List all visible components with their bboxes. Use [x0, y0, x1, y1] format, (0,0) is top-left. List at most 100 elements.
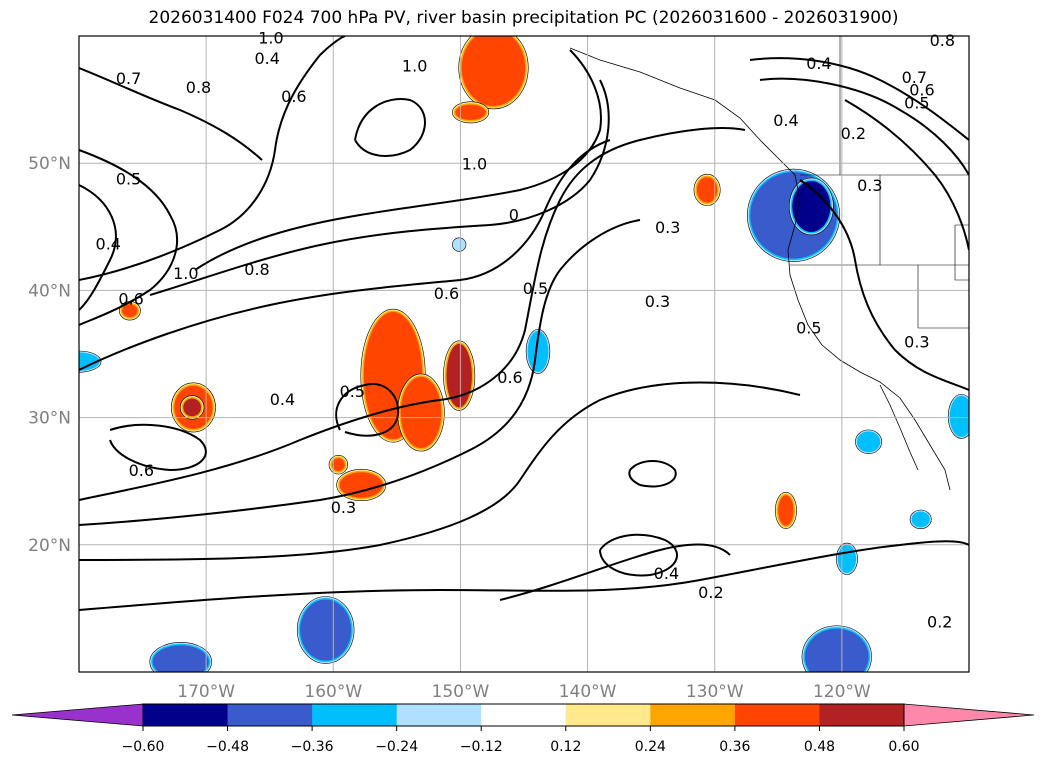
- pv-contour-small-loop: [628, 460, 677, 488]
- pv-contour-0.5-central: [79, 127, 746, 501]
- pv-contour-layer: [79, 36, 969, 611]
- chart-title: 2026031400 F024 700 hPa PV, river basin …: [148, 8, 899, 28]
- precip-anomaly-positive-8: [693, 173, 721, 206]
- lon-tick-label: 150°W: [432, 682, 490, 702]
- precip-anomaly-negative-15: [149, 641, 212, 672]
- contour-label: 0.2: [927, 612, 952, 631]
- colorbar-bin-6: [650, 704, 736, 726]
- precip-anomaly-positive-10: [328, 455, 349, 475]
- precip-anomaly-negative-17: [525, 329, 551, 374]
- contour-label: 0.8: [186, 78, 211, 97]
- precip-anomaly-negative-21: [909, 509, 932, 530]
- precip-anomaly-layer: [79, 36, 969, 672]
- colorbar-tick-label: −0.36: [291, 739, 334, 755]
- map-background: [79, 36, 969, 672]
- pv-contour-0.8-west: [149, 79, 610, 296]
- contour-label: 0.4: [254, 49, 279, 68]
- colorbar-tick-label: 0.12: [550, 739, 581, 755]
- contour-label: 0.7: [902, 68, 927, 87]
- pv-contour-0.4-central: [79, 219, 641, 526]
- pv-contour-0.6-west: [79, 36, 346, 281]
- colorbar-bin-7: [734, 704, 820, 726]
- colorbar-tick-label: 0.36: [719, 739, 750, 755]
- colorbar-bin-2: [312, 704, 398, 726]
- contour-label: 0.5: [904, 93, 929, 112]
- contour-label: 0.7: [116, 69, 141, 88]
- contour-label: 0.6: [118, 289, 143, 308]
- precip-anomaly-negative-23: [452, 237, 467, 252]
- pv-contour-0.6-central: [79, 139, 611, 371]
- contour-label: 0.4: [270, 390, 295, 409]
- contour-label: 1.0: [402, 57, 427, 76]
- precip-anomaly-positive-4: [443, 340, 476, 411]
- map-frame: [78, 35, 970, 673]
- colorbar-bin-8: [819, 704, 905, 726]
- contour-label: 0.6: [434, 284, 459, 303]
- pv-contour-0.5: [79, 149, 179, 326]
- lon-tick-label: 160°W: [304, 682, 362, 702]
- precip-anomaly-negative-13: [788, 177, 834, 236]
- colorbar-bin-5: [565, 704, 651, 726]
- latitude-tick-labels: 50°N 40°N 30°N 20°N: [28, 154, 71, 556]
- north-america-coastline: [569, 47, 951, 491]
- pv-contour-1.0-west: [194, 49, 602, 271]
- contour-label: 0.3: [857, 176, 882, 195]
- lon-tick-label: 170°W: [177, 682, 235, 702]
- contour-label: 0.5: [340, 382, 365, 401]
- precip-anomaly-positive-6: [179, 395, 205, 420]
- colorbar-bin-0: [143, 704, 229, 726]
- gridlines: [79, 36, 969, 672]
- contour-label: 0.6: [281, 87, 306, 106]
- precip-anomaly-negative-14: [296, 596, 355, 664]
- contour-label: 0.4: [96, 235, 121, 254]
- lat-tick-label: 50°N: [28, 154, 71, 174]
- pv-contour-0.6-southwest: [109, 423, 207, 472]
- colorbar-extend-max: [903, 703, 1035, 727]
- contour-label: 0.2: [841, 124, 866, 143]
- contour-label: 1.0: [258, 29, 283, 48]
- pv-contour-0.4: [79, 184, 117, 311]
- contour-label: 0.8: [244, 260, 269, 279]
- pv-contour-0.5-cutoff: [335, 383, 400, 437]
- coastline-layer: [569, 36, 969, 491]
- colorbar-bin-1: [227, 704, 313, 726]
- pv-contour-0.3: [79, 381, 801, 561]
- precip-anomaly-negative-22: [836, 542, 858, 575]
- lat-tick-label: 20°N: [28, 536, 71, 556]
- colorbar: −0.60 −0.48 −0.36 −0.24 −0.12 0.12 0.24 0.36 0.4…: [11, 703, 1035, 755]
- precip-anomaly-positive-11: [118, 301, 141, 321]
- contour-label: 0.3: [645, 292, 670, 311]
- lat-tick-label: 40°N: [28, 281, 71, 301]
- colorbar-extend-min: [11, 703, 144, 727]
- colorbar-tick-label: −0.12: [460, 739, 503, 755]
- colorbar-tick-label: 0.24: [635, 739, 666, 755]
- state-borders: [790, 36, 969, 329]
- lon-tick-label: 130°W: [686, 682, 744, 702]
- contour-label: 0.8: [930, 31, 955, 50]
- pv-contour-0.7: [79, 67, 263, 161]
- colorbar-tick-label: 0.48: [804, 739, 835, 755]
- precip-anomaly-positive-7: [336, 468, 387, 502]
- baja-peninsula-coastline: [879, 384, 919, 471]
- precip-anomaly-positive-1: [452, 101, 490, 124]
- pv-contour-0.4-south: [499, 543, 731, 601]
- precip-anomaly-negative-20: [855, 429, 883, 454]
- precip-anomaly-positive-9: [774, 491, 797, 530]
- precip-anomaly-positive-3: [397, 373, 445, 452]
- contour-label: 0.: [509, 205, 524, 224]
- contour-label: 0.4: [654, 564, 679, 583]
- contour-label: 0.2: [698, 583, 723, 602]
- contour-label: 0.6: [909, 81, 934, 100]
- contour-label: 1.0: [173, 264, 198, 283]
- colorbar-tick-label: 0.60: [888, 739, 919, 755]
- contour-label: 0.4: [773, 111, 798, 130]
- pv-contour-0.4-east: [749, 57, 969, 141]
- longitude-tick-labels: 170°W 160°W 150°W 140°W 130°W 120°W: [177, 682, 871, 702]
- contour-label: 0.6: [497, 368, 522, 387]
- precip-anomaly-negative-16: [801, 625, 872, 672]
- precip-anomaly-negative-19: [947, 393, 969, 439]
- colorbar-bin-3: [396, 704, 482, 726]
- lat-tick-label: 30°N: [28, 409, 71, 429]
- pv-contour-0.3-east: [799, 179, 969, 391]
